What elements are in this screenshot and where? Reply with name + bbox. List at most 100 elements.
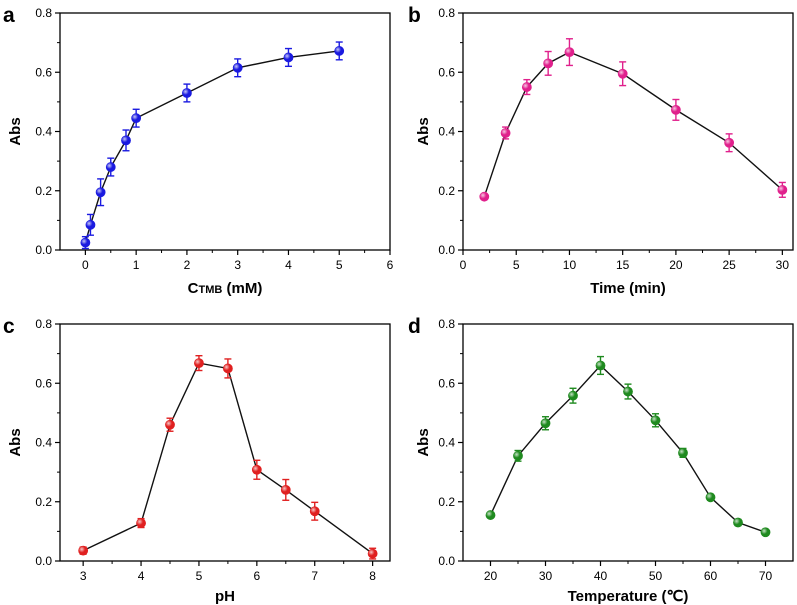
data-point xyxy=(760,527,771,538)
data-point xyxy=(777,184,788,195)
x-tick-label: 50 xyxy=(649,569,663,583)
data-point xyxy=(479,191,490,202)
y-tick-label: 0.6 xyxy=(438,65,455,79)
data-point xyxy=(617,68,628,79)
chart-panel-a: 0 1 2 3 4 5 6 0.0 0.2 0.4 0.6 0.8 Abs CTMB (mM) a xyxy=(3,4,394,297)
data-point xyxy=(500,128,511,138)
y-tick-label: 0.2 xyxy=(35,495,52,509)
y-tick-label: 0.4 xyxy=(35,436,52,450)
data-point xyxy=(513,450,523,461)
x-axis-label: Time (min) xyxy=(590,280,666,297)
x-tick-label: 6 xyxy=(387,258,394,272)
data-point xyxy=(95,187,106,198)
plot-frame xyxy=(462,12,794,251)
y-tick-label: 0.8 xyxy=(35,6,52,20)
x-tick-label: 5 xyxy=(336,258,343,272)
x-tick-label: 15 xyxy=(616,258,630,272)
y-axis-label: Abs xyxy=(7,117,24,145)
data-point xyxy=(705,492,716,503)
data-point xyxy=(678,447,688,458)
data-point xyxy=(251,464,262,475)
data-point xyxy=(78,545,89,556)
series-line xyxy=(84,50,340,243)
x-axis-label-subscript: TMB xyxy=(199,284,223,296)
x-tick-label: 0 xyxy=(460,258,467,272)
data-point xyxy=(733,517,743,528)
x-tick-label: 7 xyxy=(311,569,318,583)
data-point xyxy=(671,104,681,115)
x-tick-label: 3 xyxy=(234,258,241,272)
x-tick-label: 1 xyxy=(133,258,140,272)
x-tick-label: 20 xyxy=(669,258,683,272)
x-tick-label: 3 xyxy=(80,569,87,583)
y-axis-label: Abs xyxy=(415,428,432,456)
data-point xyxy=(485,510,496,520)
x-tick-label: 0 xyxy=(82,258,89,272)
x-tick-label: 30 xyxy=(539,569,553,583)
x-tick-label: 10 xyxy=(563,258,577,272)
x-axis-label: pH xyxy=(215,588,235,605)
y-tick-label: 0.2 xyxy=(438,184,455,198)
y-axis-label: Abs xyxy=(415,117,432,145)
y-tick-label: 0.0 xyxy=(35,243,52,257)
data-point xyxy=(309,506,320,517)
data-point xyxy=(564,47,575,58)
data-point xyxy=(232,62,243,73)
data-point xyxy=(165,419,175,430)
data-point xyxy=(595,360,606,371)
x-tick-label: 20 xyxy=(484,569,498,583)
data-point xyxy=(182,88,192,98)
data-point xyxy=(724,137,735,148)
y-tick-label: 0.6 xyxy=(438,376,455,390)
x-tick-label: 4 xyxy=(285,258,292,272)
x-tick-label: 8 xyxy=(369,569,376,583)
y-tick-label: 0.8 xyxy=(438,317,455,331)
data-point xyxy=(136,518,146,528)
series-line xyxy=(82,362,374,555)
data-point xyxy=(280,484,291,495)
x-tick-label: 70 xyxy=(759,569,773,583)
x-tick-label: 5 xyxy=(513,258,520,272)
data-point xyxy=(131,113,142,124)
panel-letter: d xyxy=(408,315,421,338)
data-point xyxy=(568,390,578,401)
y-tick-label: 0.2 xyxy=(438,495,455,509)
data-point xyxy=(283,52,294,63)
data-point xyxy=(85,219,96,230)
y-tick-label: 0.8 xyxy=(438,6,455,20)
panel-letter: c xyxy=(3,315,15,338)
x-axis-label-main: C xyxy=(188,280,199,297)
data-point xyxy=(650,415,661,426)
data-point xyxy=(540,418,551,429)
x-tick-label: 4 xyxy=(138,569,145,583)
plot-frame xyxy=(462,323,794,562)
data-point xyxy=(222,363,233,374)
x-tick-label: 60 xyxy=(704,569,718,583)
series-line xyxy=(483,51,783,197)
panel-letter: b xyxy=(408,4,421,27)
data-point xyxy=(105,162,116,172)
panel-letter: a xyxy=(3,4,15,27)
data-point xyxy=(623,386,633,397)
x-axis-label: CTMB (mM) xyxy=(188,280,263,297)
data-point xyxy=(194,358,204,369)
x-axis-label: Temperature (℃) xyxy=(568,588,689,605)
y-tick-label: 0.4 xyxy=(438,436,455,450)
x-tick-label: 6 xyxy=(253,569,260,583)
y-tick-label: 0.4 xyxy=(35,125,52,139)
x-axis-label-unit: (mM) xyxy=(222,280,262,297)
data-point xyxy=(543,58,554,69)
data-point xyxy=(80,237,91,248)
y-tick-label: 0.2 xyxy=(35,184,52,198)
y-axis-label: Abs xyxy=(7,428,24,456)
y-tick-label: 0.4 xyxy=(438,125,455,139)
chart-panel-d: 20 30 40 50 60 70 0.0 0.2 0.4 0.6 0.8 Abs Temperatur… xyxy=(408,315,794,605)
data-point xyxy=(367,548,378,559)
y-tick-label: 0.6 xyxy=(35,376,52,390)
x-tick-label: 5 xyxy=(196,569,203,583)
x-tick-label: 30 xyxy=(776,258,790,272)
x-tick-label: 40 xyxy=(594,569,608,583)
chart-panel-c: 3 4 5 6 7 8 0.0 0.2 0.4 0.6 0.8 Abs pH c xyxy=(3,315,391,605)
y-tick-label: 0.0 xyxy=(438,243,455,257)
